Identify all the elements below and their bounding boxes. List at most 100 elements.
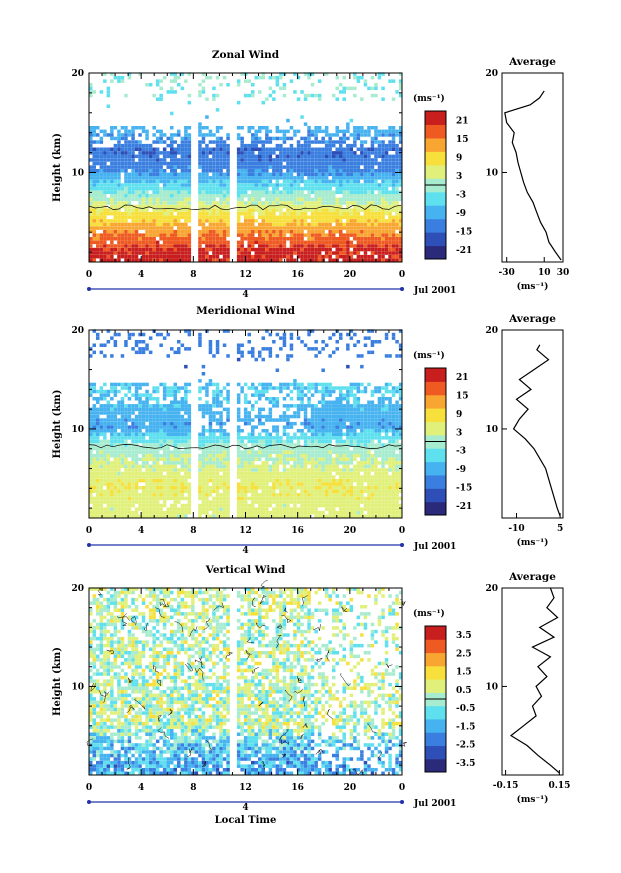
heatmap-cell [370,140,375,144]
heatmap-cell [293,453,297,458]
heatmap-cell [356,496,361,501]
heatmap-cell [222,172,227,177]
heatmap-cell [201,251,206,255]
heatmap-cell [293,464,297,469]
heatmap-cell [219,226,223,230]
heatmap-cell [370,197,375,202]
heatmap-cell [236,201,241,205]
heatmap-cell [251,493,255,497]
heatmap-cell [113,443,118,447]
heatmap-cell [159,464,163,469]
heatmap-cell [152,147,156,151]
heatmap-cell [212,233,216,237]
heatmap-cell [360,97,364,101]
heatmap-cell [92,247,96,252]
heatmap-cell [180,468,185,472]
heatmap-cell [177,510,181,515]
heatmap-cell [131,489,135,494]
heatmap-cell [317,443,322,447]
heatmap-cell [346,165,350,169]
heatmap-cell [103,219,107,223]
heatmap-cell [303,457,308,461]
heatmap-cell [173,436,177,440]
heatmap-cell [317,183,322,187]
heatmap-cell [222,240,227,245]
heatmap-cell [208,151,213,155]
heatmap-cell [162,468,167,472]
heatmap-cell [162,204,167,209]
heatmap-cell [226,478,230,483]
heatmap-cell [184,176,188,180]
heatmap-cell [99,140,104,144]
heatmap-cell [370,219,375,223]
heatmap-cell [127,254,132,259]
heatmap-cell [279,244,283,248]
average-profile-line [504,90,562,261]
heatmap-cell [141,197,146,202]
heatmap-cell [198,496,202,501]
heatmap-cell [201,229,206,234]
heatmap-cell [96,493,100,497]
heatmap-cell [251,461,255,465]
heatmap-cell [96,158,100,162]
heatmap-cell [236,229,241,234]
heatmap-cell [226,204,230,209]
heatmap-cell [198,493,202,497]
heatmap-cell [356,443,361,447]
heatmap-cell [377,147,382,151]
heatmap-cell [307,169,311,173]
heatmap-cell [395,471,399,476]
heatmap-cell [155,500,160,504]
heatmap-cell [335,161,339,166]
heatmap-cell [99,478,104,483]
heatmap-cell [166,464,170,469]
heatmap-cell [110,486,114,490]
heatmap-cell [300,222,304,227]
heatmap-cell [374,226,378,230]
heatmap-cell [162,489,167,494]
heatmap-cell [187,240,192,245]
heatmap-cell [254,176,258,180]
heatmap-cell [89,136,93,141]
heatmap-cell [370,208,375,212]
heatmap-cell [328,151,332,155]
heatmap-cell [367,147,371,151]
heatmap-cell [212,489,216,494]
heatmap-cell [124,126,128,130]
heatmap-cell [335,147,339,151]
heatmap-cell [300,136,304,141]
heatmap-cell [166,179,170,184]
heatmap-cell [398,140,403,144]
heatmap-cell [201,165,206,169]
heatmap-cell [236,496,241,501]
heatmap-cell [258,75,262,80]
heatmap-cell [303,247,308,252]
heatmap-cell [398,471,403,476]
heatmap-cell [159,215,163,219]
heatmap-cell [370,147,375,151]
heatmap-cell [370,161,375,166]
heatmap-cell [166,204,170,209]
heatmap-cell [124,186,128,191]
heatmap-cell [339,244,343,248]
heatmap-cell [381,72,385,76]
heatmap-cell [187,197,192,202]
heatmap-cell [124,240,128,245]
heatmap-cell [89,90,93,94]
heatmap-cell [96,215,100,219]
heatmap-cell [324,237,329,241]
heatmap-cell [307,244,311,248]
heatmap-cell [159,510,163,515]
heatmap-cell [117,461,121,465]
heatmap-cell [226,186,230,191]
x-tick-label: 8 [190,270,196,280]
heatmap-cell [391,201,396,205]
heatmap-cell [296,143,301,148]
heatmap-cell [258,471,262,476]
heatmap-cell [328,165,332,169]
heatmap-cell [293,229,297,234]
heatmap-cell [99,464,104,469]
heatmap-cell [339,226,343,230]
heatmap-cell [247,453,251,458]
heatmap-cell [124,158,128,162]
